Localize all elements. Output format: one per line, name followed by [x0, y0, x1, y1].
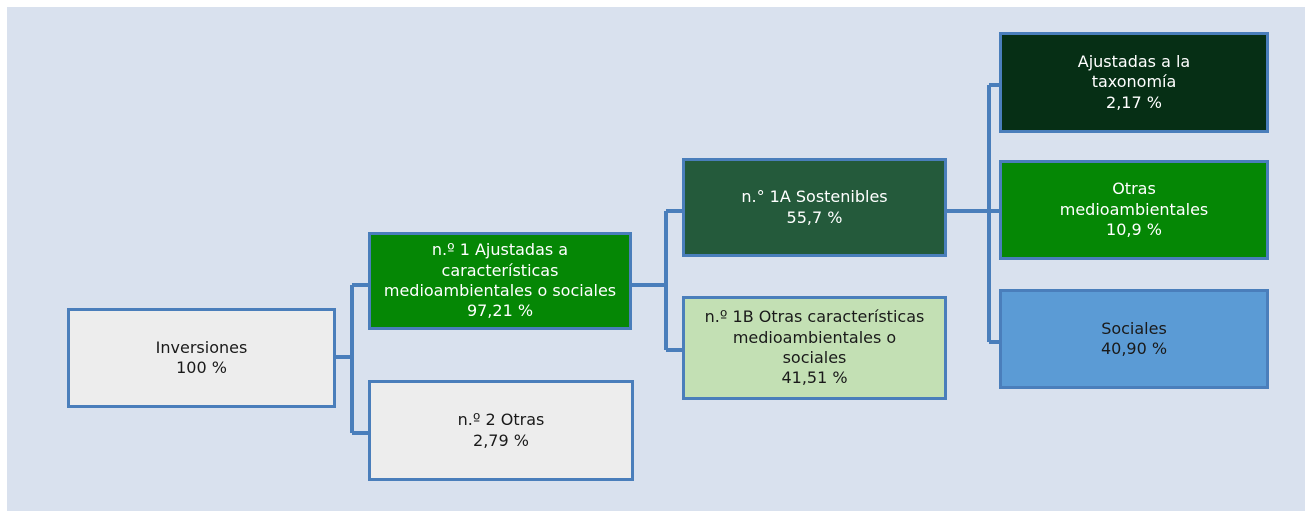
node-n1b-otras-caracteristicas: n.º 1B Otras características medioambien…: [682, 296, 947, 400]
node-n2-label: n.º 2 Otras: [457, 410, 545, 430]
node-n1-line-2: características: [441, 260, 559, 280]
node-n1b-line-1: n.º 1B Otras características: [704, 307, 925, 327]
node-n1a-value: 55,7 %: [786, 207, 843, 227]
node-n1-ajustadas: n.º 1 Ajustadas a características medioa…: [368, 232, 632, 330]
node-sociales-label: Sociales: [1101, 318, 1167, 338]
node-n2-otras: n.º 2 Otras 2,79 %: [368, 380, 634, 481]
connector-n1: [632, 209, 682, 352]
node-n2-value: 2,79 %: [473, 430, 529, 450]
node-otras-line-2: medioambientales: [1059, 199, 1209, 219]
node-n1a-sostenibles: n.° 1A Sostenibles 55,7 %: [682, 158, 947, 257]
node-otras-medioambientales: Otras medioambientales 10,9 %: [999, 160, 1269, 260]
node-otras-line-1: Otras: [1112, 179, 1156, 199]
node-taxonomia-line-2: taxonomía: [1091, 72, 1177, 92]
node-inversiones-value: 100 %: [176, 358, 227, 377]
node-inversiones-label: Inversiones: [155, 337, 248, 357]
node-n1b-line-2: medioambientales o: [732, 327, 897, 347]
node-taxonomia-value: 2,17 %: [1106, 92, 1162, 112]
connector-n1a: [947, 83, 999, 344]
node-inversiones: Inversiones 100 %: [67, 308, 336, 408]
node-n1b-line-3: sociales: [782, 348, 847, 367]
node-sociales: Sociales 40,90 %: [999, 289, 1269, 389]
node-otras-value: 10,9 %: [1106, 220, 1162, 240]
node-sociales-value: 40,90 %: [1100, 339, 1168, 358]
node-n1b-value: 41,51 %: [781, 368, 848, 388]
connector-inversiones: [336, 283, 368, 435]
node-taxonomia-line-1: Ajustadas a la: [1077, 51, 1191, 71]
node-n1-line-1: n.º 1 Ajustadas a: [431, 240, 569, 260]
node-n1-value: 97,21 %: [466, 301, 534, 321]
node-n1-line-3: medioambientales o sociales: [383, 281, 617, 300]
node-taxonomia: Ajustadas a la taxonomía 2,17 %: [999, 32, 1269, 133]
node-n1a-label: n.° 1A Sostenibles: [741, 187, 888, 207]
